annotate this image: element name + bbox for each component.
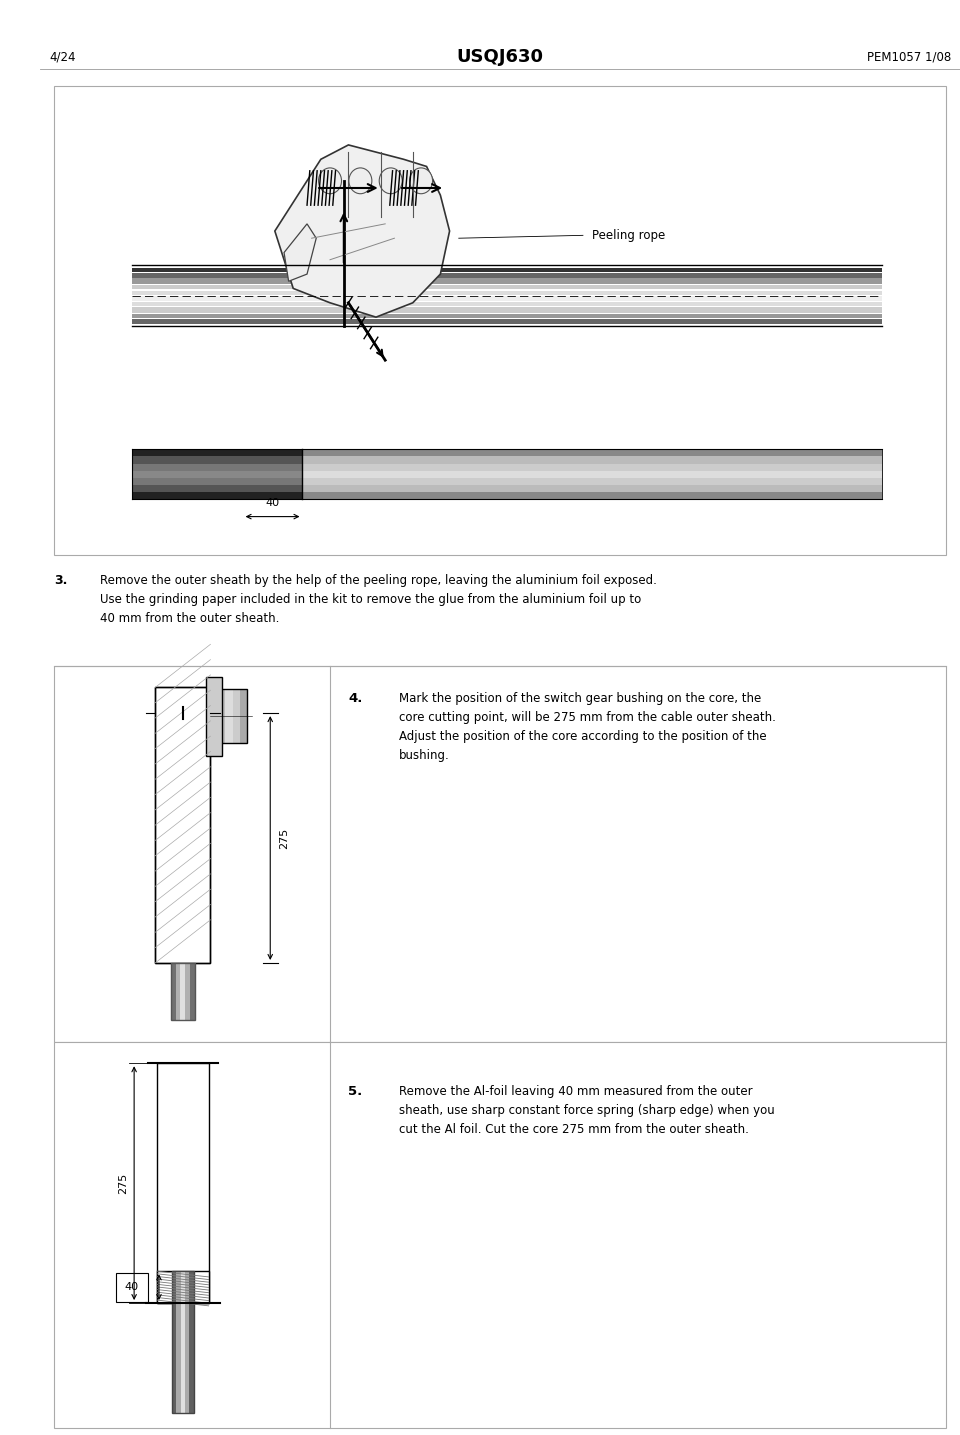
Bar [302, 456, 882, 464]
Ellipse shape [379, 168, 402, 194]
Bar [132, 464, 302, 471]
Bar [172, 1271, 177, 1413]
Bar [54, 666, 947, 1042]
Text: 4/24: 4/24 [50, 50, 76, 65]
Bar [190, 963, 195, 1020]
Bar [240, 689, 248, 743]
Text: PEM1057 1/08: PEM1057 1/08 [867, 50, 950, 65]
Bar [157, 1063, 208, 1303]
Bar [157, 1271, 208, 1303]
Bar [205, 677, 223, 755]
Bar [132, 492, 302, 499]
Bar [302, 464, 882, 471]
Bar [226, 689, 232, 743]
Bar [156, 687, 210, 963]
Bar [210, 689, 248, 743]
Text: 275: 275 [118, 1172, 128, 1194]
Bar [132, 313, 882, 319]
Bar [180, 963, 185, 1020]
Bar [176, 963, 180, 1020]
Bar [210, 689, 218, 743]
Text: Peeling rope: Peeling rope [592, 228, 665, 243]
Bar [302, 471, 882, 478]
Bar [185, 963, 190, 1020]
Bar [132, 284, 882, 288]
Bar [302, 492, 882, 499]
Bar [218, 689, 226, 743]
Bar [54, 1042, 947, 1428]
Bar [156, 687, 210, 963]
Bar [132, 478, 302, 485]
Text: Mark the position of the switch gear bushing on the core, the
core cutting point: Mark the position of the switch gear bus… [399, 692, 776, 762]
Bar [132, 290, 882, 294]
Bar [132, 278, 882, 284]
Bar [171, 963, 176, 1020]
Bar [132, 319, 882, 324]
Polygon shape [284, 224, 316, 281]
Bar [180, 1271, 185, 1413]
Bar [177, 1271, 180, 1413]
Text: 3.: 3. [54, 574, 67, 587]
Bar [132, 267, 882, 271]
Bar [132, 301, 882, 306]
Bar [185, 1271, 189, 1413]
Text: 4.: 4. [348, 692, 363, 705]
Text: Remove the outer sheath by the help of the peeling rope, leaving the aluminium f: Remove the outer sheath by the help of t… [100, 574, 657, 626]
Bar [302, 449, 882, 456]
Bar [132, 449, 302, 456]
Bar [132, 273, 882, 277]
Bar [172, 1271, 194, 1413]
Text: USQJ630: USQJ630 [457, 49, 543, 66]
Bar [302, 478, 882, 485]
Bar [132, 471, 302, 478]
Bar [54, 86, 947, 555]
Polygon shape [275, 145, 449, 317]
Bar [132, 456, 302, 464]
Text: English: English [13, 692, 27, 743]
Text: 40: 40 [125, 1283, 139, 1292]
Bar [116, 1273, 148, 1302]
Bar [132, 296, 882, 300]
Text: Remove the Al-foil leaving 40 mm measured from the outer
sheath, use sharp const: Remove the Al-foil leaving 40 mm measure… [399, 1085, 775, 1137]
Bar [132, 485, 302, 492]
Text: 40: 40 [266, 498, 279, 508]
Ellipse shape [348, 168, 372, 194]
Bar [132, 307, 882, 313]
Ellipse shape [410, 168, 433, 194]
Text: 275: 275 [279, 828, 289, 848]
Bar [302, 485, 882, 492]
Ellipse shape [319, 168, 342, 194]
Bar [171, 963, 195, 1020]
Bar [189, 1271, 194, 1413]
Bar [232, 689, 240, 743]
Text: 5.: 5. [348, 1085, 363, 1098]
